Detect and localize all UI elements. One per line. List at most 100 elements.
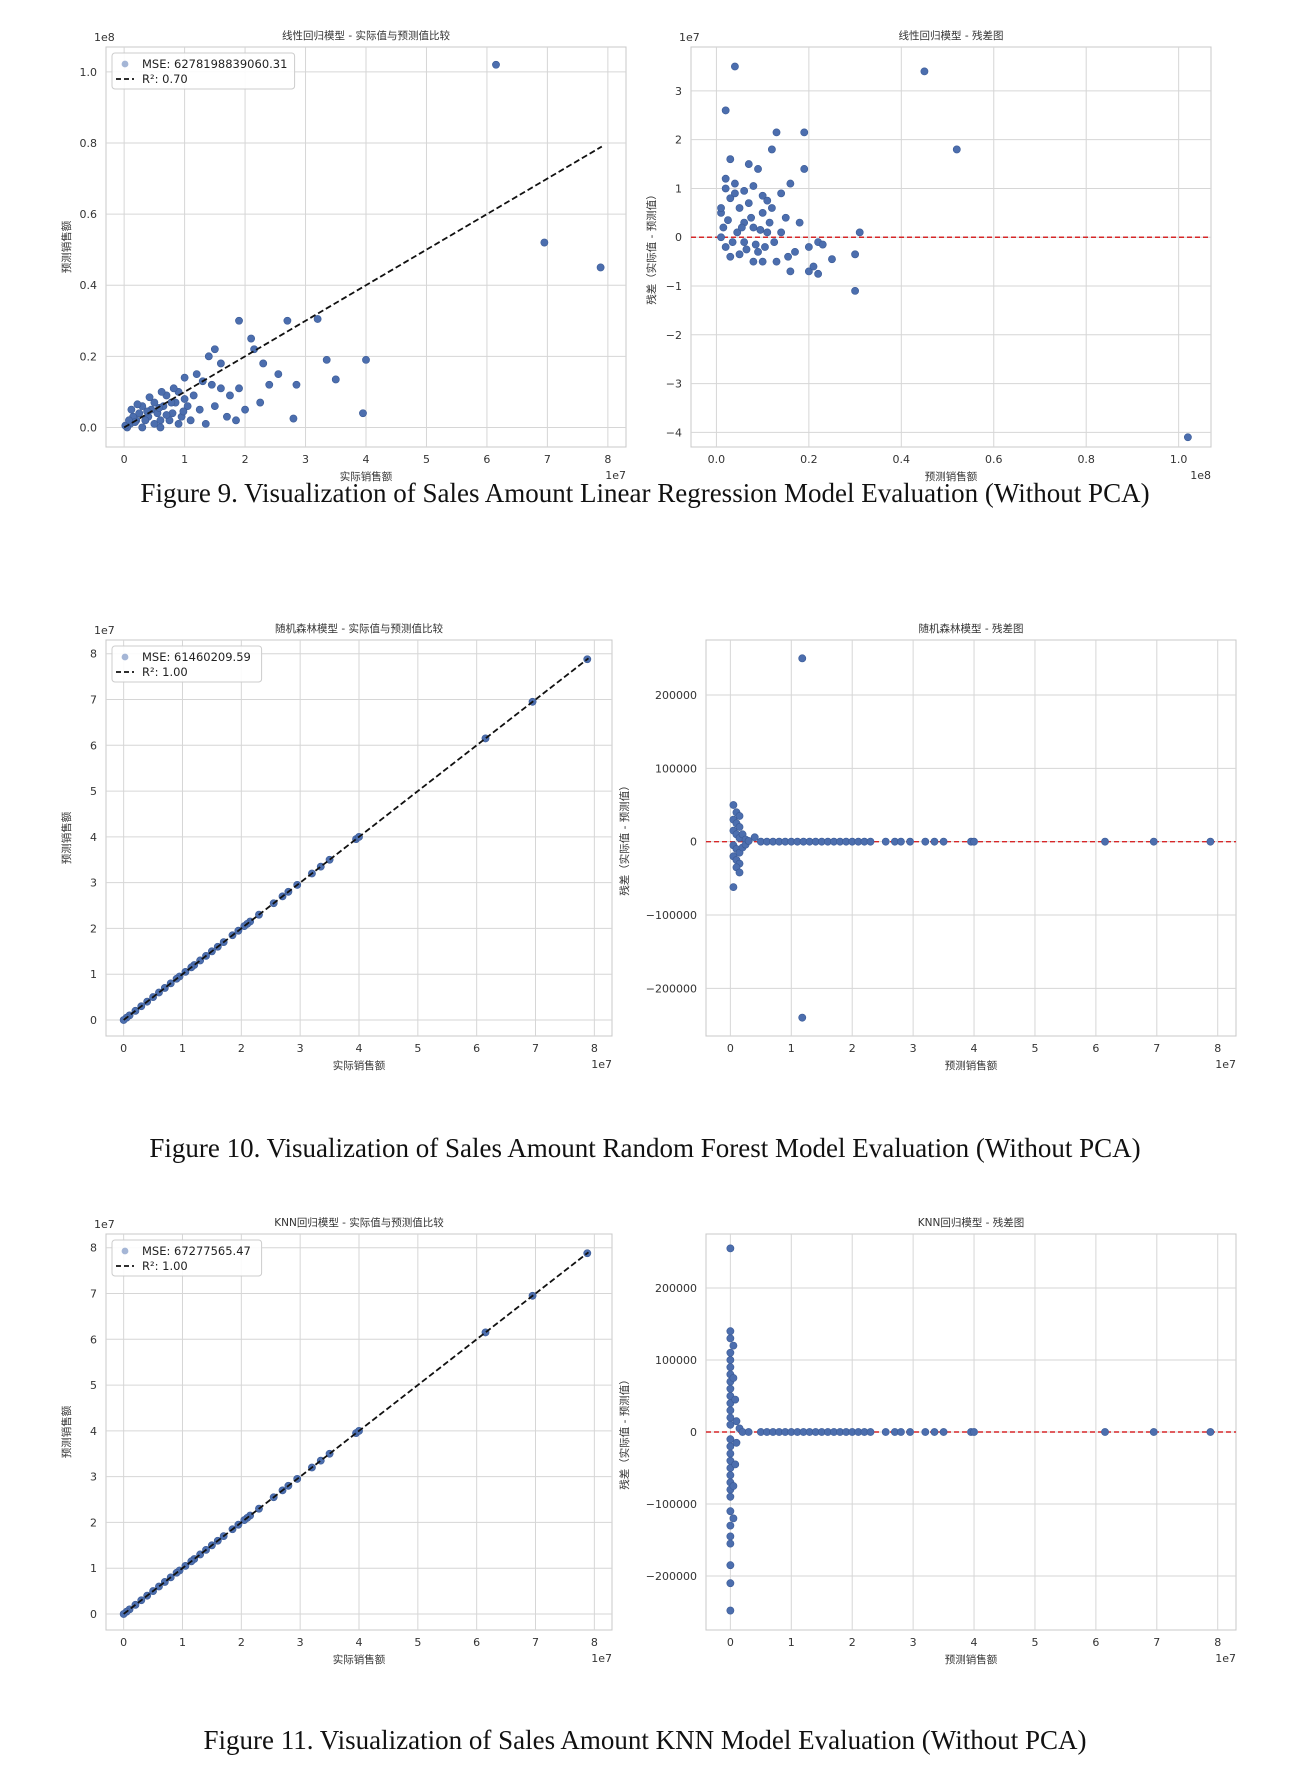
data-point	[729, 1514, 738, 1523]
chart-title: 随机森林模型 - 实际值与预测值比较	[275, 622, 443, 635]
data-point	[138, 423, 147, 432]
x-tick-label: 8	[1214, 1636, 1221, 1649]
data-point	[818, 240, 827, 249]
x-tick-label: 0	[120, 1636, 127, 1649]
y-tick-label: 2	[90, 922, 97, 935]
data-point	[195, 405, 204, 414]
data-point	[851, 287, 859, 295]
data-point	[729, 1482, 738, 1490]
ideal-fit-line	[123, 657, 590, 1021]
data-point	[772, 128, 781, 137]
y-tick-label: 0.6	[80, 208, 98, 221]
data-point	[866, 837, 875, 846]
x-axis-offset-label: 1e8	[1190, 469, 1211, 482]
data-point	[761, 243, 769, 251]
data-point	[970, 1428, 978, 1436]
data-point	[721, 106, 730, 115]
random-forest-residual-chart: 0 1 2 3 4 5 6 7 8 −200000 −100000 0 100000 200000 随机森林…	[610, 618, 1240, 1078]
data-point	[726, 1348, 735, 1357]
figure-11-caption: Figure 11. Visualization of Sales Amount…	[203, 1725, 1087, 1755]
data-point	[721, 174, 730, 183]
x-tick-label: 8	[604, 453, 611, 466]
data-point	[749, 182, 758, 190]
data-point	[939, 837, 948, 846]
legend-marker-points	[121, 1247, 129, 1255]
data-point	[786, 267, 795, 276]
x-tick-label: 6	[483, 453, 490, 466]
data-point	[125, 416, 133, 425]
x-axis-offset-label: 1e7	[1215, 1058, 1236, 1071]
data-point	[135, 409, 144, 418]
y-tick-label: 100000	[655, 1354, 697, 1367]
y-tick-label: 7	[90, 694, 97, 707]
y-tick-label: 0.2	[80, 350, 98, 363]
data-point	[728, 238, 737, 247]
y-tick-label: 6	[90, 739, 97, 752]
data-point	[186, 416, 195, 425]
data-point	[763, 228, 772, 237]
y-tick-label: 1	[90, 968, 97, 981]
data-point	[921, 1428, 930, 1436]
data-point	[724, 216, 732, 225]
x-tick-label: 7	[1153, 1636, 1160, 1649]
y-tick-label: 4	[90, 831, 97, 844]
data-point	[726, 1420, 735, 1429]
x-tick-label: 5	[1031, 1042, 1038, 1055]
data-point	[735, 250, 744, 259]
y-tick-label: 200000	[655, 1282, 697, 1295]
data-point	[174, 419, 183, 428]
x-tick-label: 0	[120, 1042, 127, 1055]
ideal-fit-line	[123, 145, 603, 429]
legend-box	[111, 52, 296, 90]
x-tick-label: 4	[356, 1636, 363, 1649]
y-tick-label: −200000	[646, 982, 697, 995]
y-tick-label: 7	[90, 1288, 97, 1301]
data-point	[726, 1334, 735, 1343]
legend-box	[111, 1239, 263, 1277]
x-tick-label: 4	[971, 1636, 978, 1649]
x-tick-label: 1	[181, 453, 188, 466]
x-axis-offset-label: 1e7	[591, 1058, 612, 1071]
data-point	[800, 128, 809, 137]
x-tick-label: 7	[532, 1042, 539, 1055]
data-point	[897, 837, 905, 846]
y-tick-label: 100000	[655, 762, 697, 775]
x-tick-label: 0.8	[1077, 453, 1095, 466]
random-forest-actual-vs-predicted-chart: 0 1 2 3 4 5 6 7 8 0 1 2 3 4 5 6 7 8 随机森林模型 - 实际值与预测值比较 实际销售…	[60, 618, 615, 1078]
data-point	[1183, 433, 1192, 442]
data-point	[897, 1428, 905, 1436]
x-tick-label: 3	[297, 1042, 304, 1055]
data-point	[732, 1438, 741, 1447]
data-point	[767, 204, 776, 212]
chart-svg: 0 1 2 3 4 5 6 7 8 0.0 0.2 0.4 0.6 0.8 1.0 线性回归模型 - 实际值与…	[60, 29, 627, 483]
data-point	[749, 257, 758, 266]
data-point	[800, 165, 809, 173]
y-axis-label: 预测销售额	[60, 220, 73, 273]
chart-svg: 0.0 0.2 0.4 0.6 0.8 1.0 −4 −3 −2 −1 0 1 2 3 线性回归模型 - 残…	[645, 29, 1212, 483]
data-point	[855, 228, 864, 237]
data-point	[729, 1374, 738, 1382]
data-point	[781, 213, 790, 222]
data-point	[930, 837, 939, 846]
data-point	[744, 199, 753, 207]
data-point	[767, 145, 776, 154]
y-tick-label: −200000	[646, 1570, 697, 1583]
data-point	[952, 145, 961, 154]
data-point	[751, 240, 760, 249]
x-tick-label: 5	[414, 1042, 421, 1055]
data-point	[921, 837, 930, 846]
y-axis-offset-label: 1e7	[94, 624, 115, 637]
y-tick-label: 3	[90, 1471, 97, 1484]
y-axis-offset-label: 1e8	[94, 31, 115, 44]
x-tick-label: 6	[473, 1636, 480, 1649]
data-point	[772, 257, 781, 266]
data-point	[216, 359, 225, 368]
data-point	[731, 1460, 740, 1469]
x-tick-label: 3	[910, 1636, 917, 1649]
figure-10-caption: Figure 10. Visualization of Sales Amount…	[149, 1133, 1141, 1163]
data-point	[726, 1244, 735, 1253]
chart-svg: 0 1 2 3 4 5 6 7 8 0 1 2 3 4 5 6 7 8 KNN回归模型 - 实际值与预测值比较实际销…	[60, 1216, 613, 1666]
data-point	[735, 868, 744, 877]
